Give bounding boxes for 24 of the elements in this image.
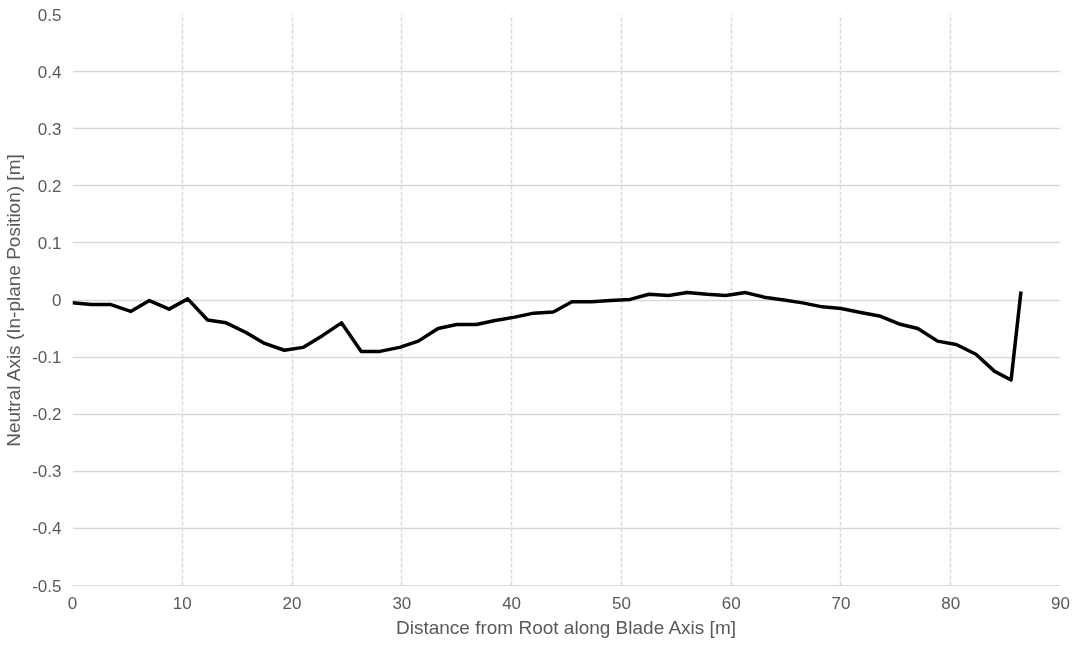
x-tick-label: 30 bbox=[392, 593, 412, 613]
x-tick-label: 70 bbox=[831, 593, 851, 613]
y-tick-label: -0.3 bbox=[32, 462, 62, 482]
x-tick-label: 50 bbox=[611, 593, 631, 613]
y-tick-label: -0.2 bbox=[32, 405, 62, 425]
y-tick-label: 0 bbox=[52, 291, 62, 310]
y-tick-label: 0.1 bbox=[37, 233, 62, 253]
x-tick-label: 40 bbox=[502, 593, 522, 613]
y-tick-label: -0.1 bbox=[32, 348, 62, 368]
y-tick-label: 0.2 bbox=[37, 176, 62, 196]
x-tick-label: 20 bbox=[282, 593, 302, 613]
y-tick-label: 0.5 bbox=[37, 5, 62, 25]
x-tick-label: 10 bbox=[172, 593, 192, 613]
y-tick-label: 0.3 bbox=[37, 119, 62, 139]
line-series bbox=[72, 289, 1023, 382]
y-axis-title: Neutral Axis (In-plane Position) [m] bbox=[3, 154, 25, 447]
x-tick-label: 60 bbox=[721, 593, 741, 613]
x-tick-label: 80 bbox=[941, 593, 961, 613]
y-tick-label: 0.4 bbox=[37, 62, 62, 82]
x-axis-title: Distance from Root along Blade Axis [m] bbox=[395, 616, 736, 638]
y-tick-label: -0.4 bbox=[32, 519, 62, 539]
x-tick-label: 0 bbox=[67, 593, 78, 613]
x-tick-label: 90 bbox=[1051, 593, 1070, 613]
y-tick-label: -0.5 bbox=[32, 576, 62, 596]
